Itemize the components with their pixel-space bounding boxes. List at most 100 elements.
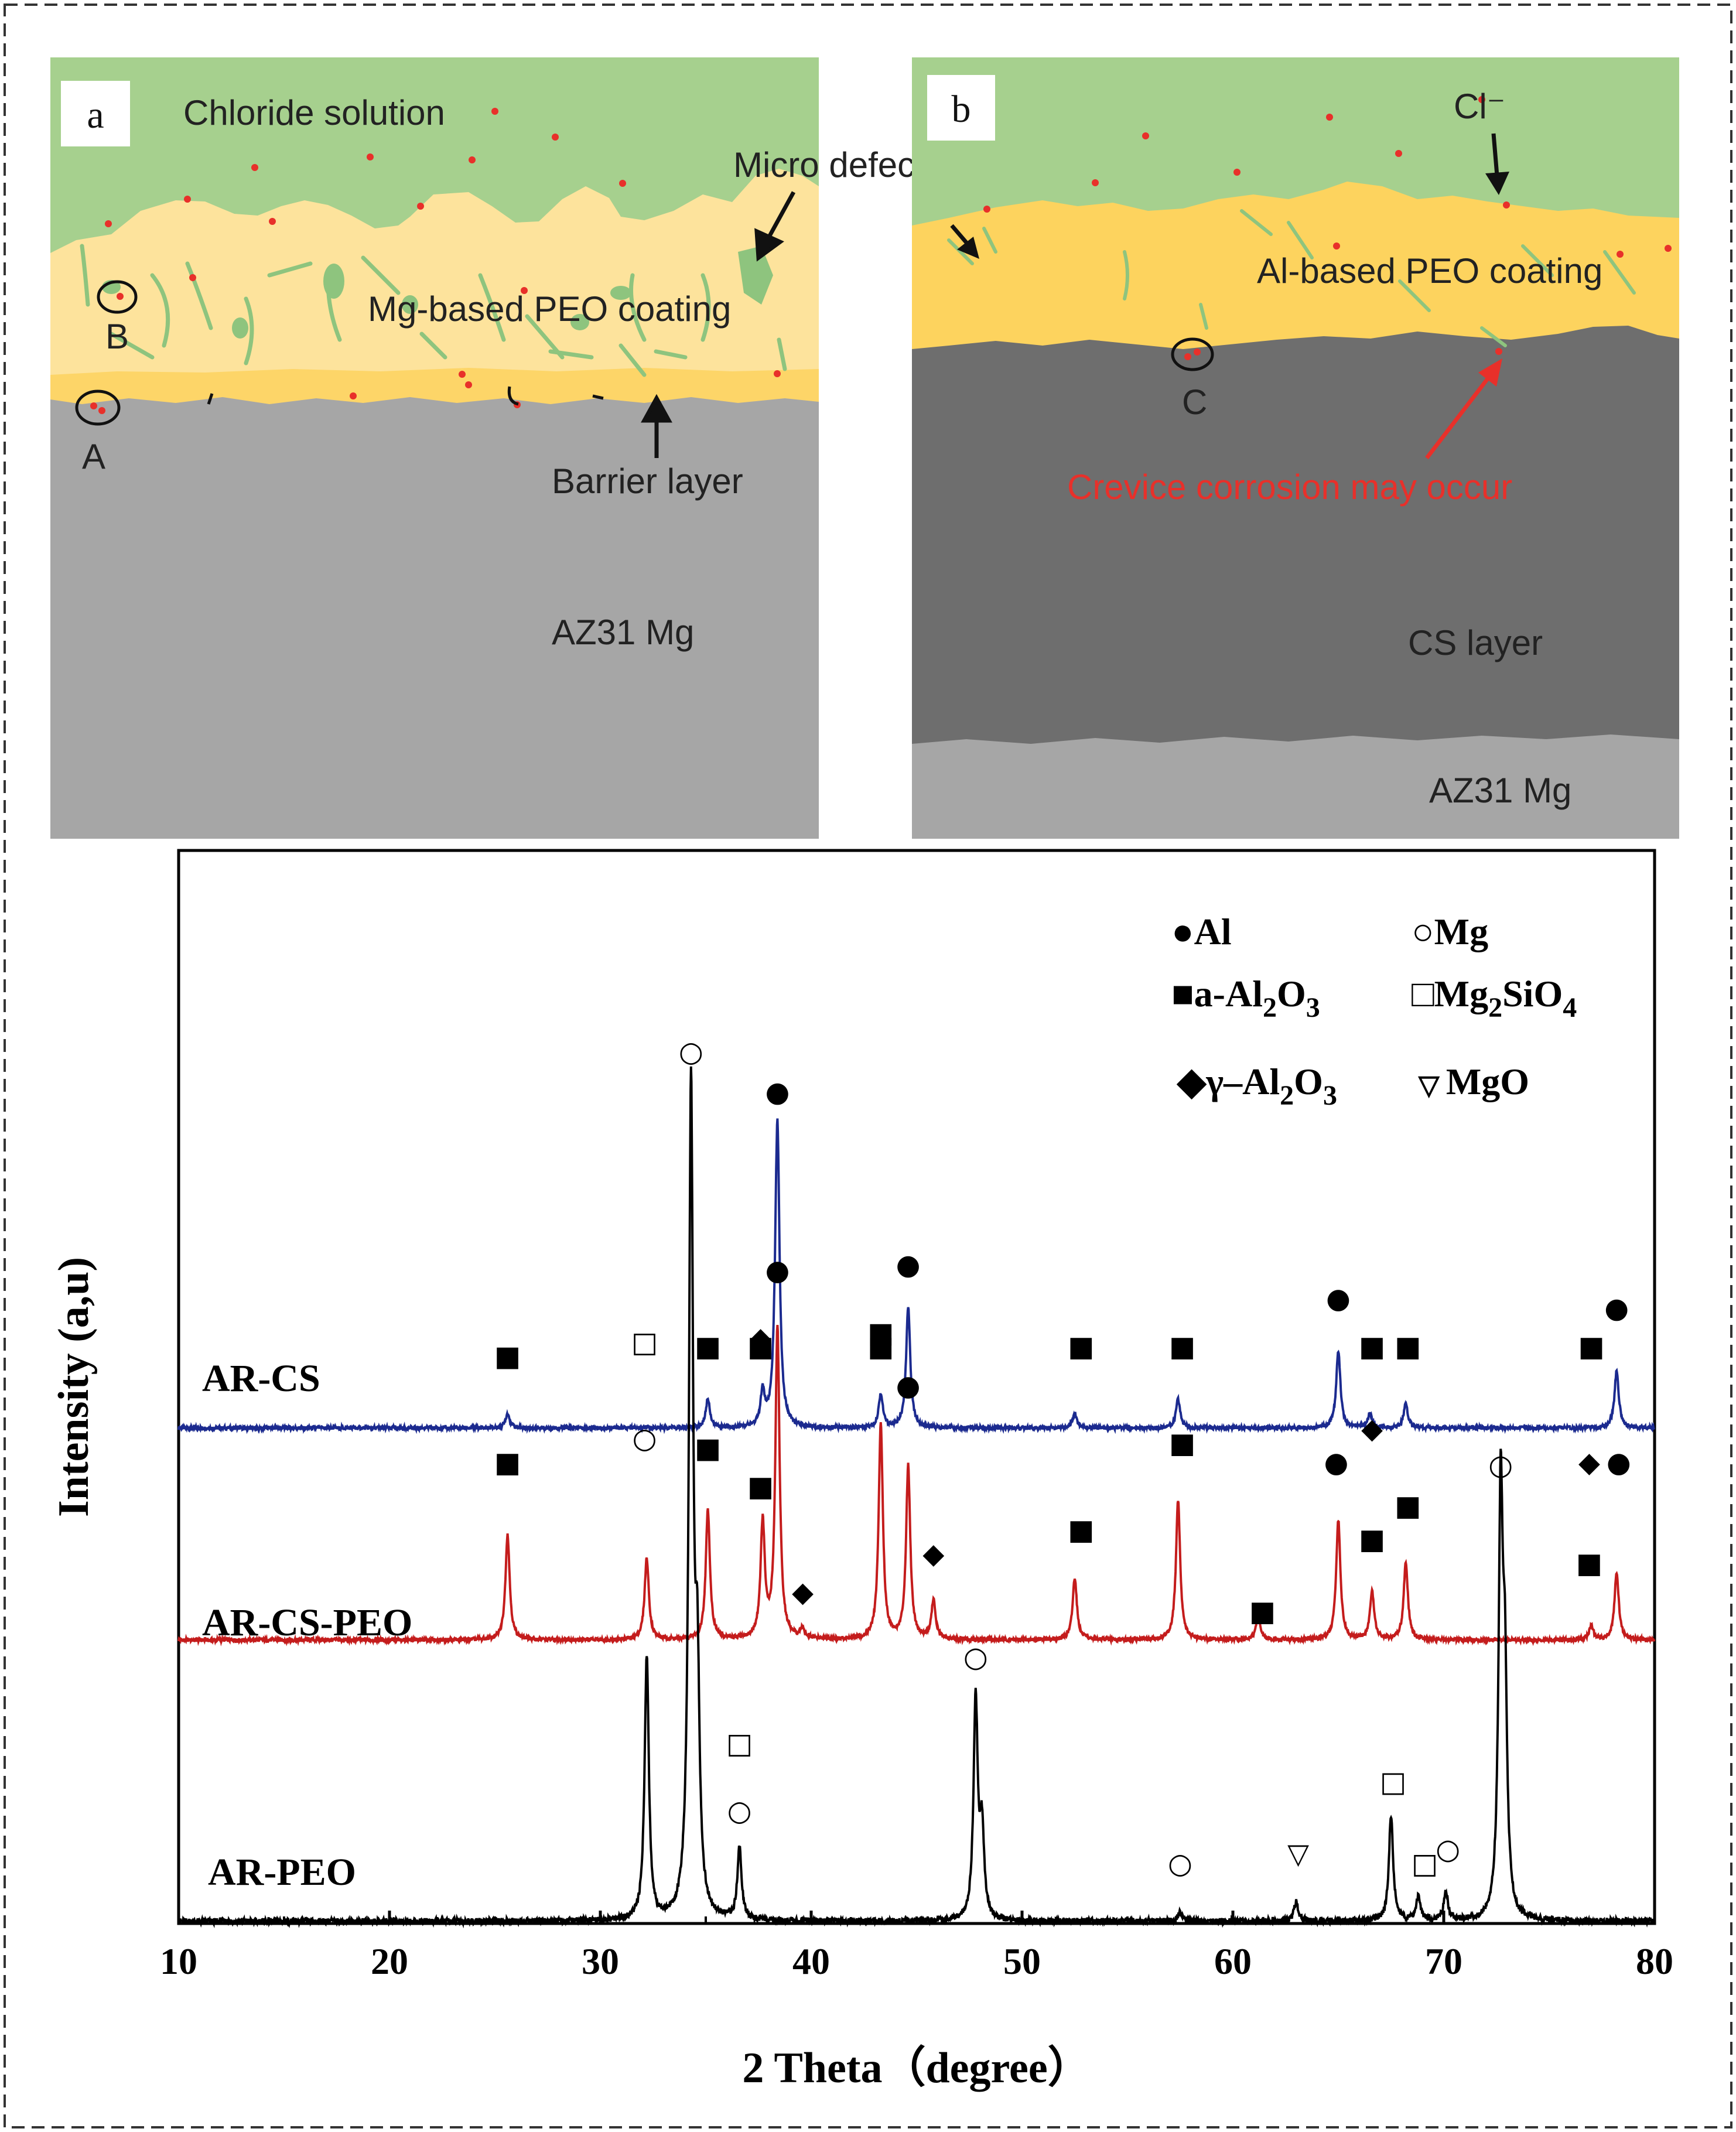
x-tick-label-20: 20 (371, 1940, 408, 1982)
panel-a-barrier-layer (50, 368, 819, 404)
x-axis-label: 2 Theta（degree） (742, 2044, 1091, 2092)
y-axis-label: Intensity (a,u) (50, 1257, 98, 1517)
panel-a-chloride-ions (90, 108, 781, 414)
panel-a-letter-box (61, 81, 130, 146)
phase-marker-ar-cs-peo-17: ■ (1395, 1489, 1421, 1522)
phase-marker-ar-cs-peo-11: ■ (1068, 1513, 1094, 1546)
phase-marker-ar-cs-11: ■ (1578, 1330, 1604, 1363)
ar-cs-peo-label: AR-CS-PEO (202, 1601, 412, 1644)
phase-marker-ar-peo-8: ○ (1436, 1833, 1460, 1866)
phase-marker-ar-cs-4: ■ (867, 1330, 894, 1363)
phase-marker-ar-cs-peo-9: ● (896, 1369, 921, 1402)
legend-gamma-al2o3: ◆γ–Al2O3 (1176, 1061, 1337, 1111)
phase-marker-ar-cs-peo-2: ○ (633, 1422, 657, 1455)
panel-b-substrate-label: AZ31 Mg (1429, 771, 1571, 810)
panel-a-substrate-label: AZ31 Mg (552, 613, 694, 652)
phase-marker-ar-cs-peo-8: ■ (867, 1317, 894, 1349)
phase-marker-ar-peo-4: ○ (1168, 1847, 1192, 1880)
phase-marker-ar-cs-2: ■ (747, 1330, 774, 1363)
phase-marker-ar-peo-3: ○ (963, 1641, 988, 1673)
legend-a-al2o3: ■a-Al2O3 (1171, 973, 1320, 1023)
site-c-circle (1171, 337, 1214, 371)
panel-b-substrate (912, 734, 1679, 839)
panel-a-coating-label: Mg-based PEO coating (368, 289, 731, 329)
panel-b-cs-layer (912, 326, 1679, 744)
phase-marker-ar-cs-peo-16: ■ (1359, 1523, 1385, 1556)
xrd-series (177, 1066, 1656, 1929)
schematic-panel-b: b Cl⁻ Al-based PEO coating C Crevice cor… (912, 57, 1679, 839)
legend-mg: ○Mg (1412, 911, 1488, 952)
panel-a-barrier-label: Barrier layer (552, 462, 743, 501)
phase-marker-ar-cs-peo-12: ■ (1169, 1427, 1195, 1460)
phase-marker-ar-cs-8: ● (1326, 1282, 1351, 1315)
phase-marker-ar-peo-5: ▽ (1287, 1838, 1309, 1871)
crevice-label: Crevice corrosion may occur (1067, 467, 1512, 507)
panel-b-micro-defects (947, 209, 1636, 347)
phase-marker-ar-cs-peo-0: ■ (494, 1446, 521, 1479)
phase-marker-ar-cs-peo-15: ◆ (1361, 1413, 1383, 1446)
x-axis-ticks: 10 20 30 40 50 60 70 80 (160, 1911, 1673, 1982)
phase-marker-ar-cs-6: ■ (1068, 1330, 1094, 1363)
phase-marker-ar-cs-peo-6: ● (765, 1254, 790, 1287)
phase-marker-ar-cs-peo-7: ◆ (792, 1576, 814, 1608)
phase-marker-ar-cs-peo-20: ● (1607, 1446, 1631, 1479)
panel-a-letter: a (87, 94, 104, 136)
ar-cs-label: AR-CS (202, 1357, 320, 1400)
phase-marker-ar-cs-peo-3: ■ (695, 1431, 721, 1464)
site-c-label: C (1182, 382, 1207, 422)
phase-marker-ar-cs-5: ● (896, 1249, 921, 1282)
series-line-ar-peo (177, 1066, 1656, 1929)
outer-dashed-frame (4, 4, 1732, 2128)
x-tick-label-50: 50 (1003, 1940, 1041, 1982)
panel-a-cracks (207, 386, 604, 406)
site-a-label: A (82, 437, 105, 476)
x-tick-label-10: 10 (160, 1940, 197, 1982)
phase-marker-ar-cs-9: ■ (1359, 1330, 1385, 1363)
phase-marker-ar-peo-2: ○ (727, 1795, 752, 1827)
phase-markers: ■ ■ ■●■●■ ■●■ ■ ■●■□○ ■◆■●◆■●◆■■■●◆■■◆■●○□○○○ ▽… (494, 1036, 1631, 1880)
panel-a-solution-label: Chloride solution (183, 93, 445, 132)
panel-a-substrate (50, 397, 819, 839)
phase-marker-ar-cs-peo-14: ● (1324, 1446, 1348, 1479)
series-line-ar-cs-peo (177, 1324, 1656, 1646)
phase-marker-ar-cs-peo-4: ◆ (750, 1321, 771, 1354)
x-tick-label-80: 80 (1636, 1940, 1673, 1982)
panel-a-defects-label: Micro defects (733, 145, 942, 184)
phase-marker-ar-peo-9: ○ (1488, 1448, 1513, 1481)
site-b-circle (97, 280, 138, 314)
panel-b-letter: b (952, 88, 971, 131)
site-b-label: B (105, 317, 129, 356)
phase-marker-ar-cs-peo-19: ■ (1576, 1547, 1602, 1580)
panel-b-coating-label: Al-based PEO coating (1257, 251, 1602, 291)
phase-marker-ar-peo-6: □ (1380, 1766, 1406, 1799)
ar-peo-label: AR-PEO (208, 1851, 356, 1894)
phase-marker-ar-cs-peo-18: ◆ (1578, 1446, 1600, 1479)
phase-marker-ar-cs-peo-10: ◆ (922, 1538, 944, 1570)
panel-a-coating (50, 169, 819, 404)
phase-marker-ar-cs-12: ● (1604, 1292, 1629, 1324)
phase-marker-ar-cs-7: ■ (1169, 1330, 1195, 1363)
phase-marker-ar-cs-3: ● (765, 1075, 790, 1108)
cs-layer-label: CS layer (1408, 623, 1543, 662)
xrd-chart: ■ ■ ■●■●■ ■●■ ■ ■●■□○ ■◆■●◆■●◆■■■●◆■■◆■●○□○○○ ▽… (50, 849, 1673, 2092)
legend-mgo: ▽ MgO (1417, 1061, 1529, 1102)
schematic-panel-a: a Chloride solution Micro defects Mg-bas… (50, 57, 942, 839)
panel-b-chloride-ions (983, 96, 1672, 360)
panel-a-arrows (641, 191, 796, 458)
legend-al: ●Al (1171, 911, 1232, 952)
phase-marker-ar-cs-peo-5: ■ (747, 1470, 774, 1503)
x-tick-label-70: 70 (1425, 1940, 1462, 1982)
phase-marker-ar-cs-peo-1: □ (631, 1326, 658, 1359)
phase-marker-ar-cs-1: ■ (695, 1330, 721, 1363)
series-line-ar-cs (177, 1118, 1656, 1434)
phase-marker-ar-cs-10: ■ (1395, 1330, 1421, 1363)
panel-b-letter-box (927, 75, 995, 141)
chloride-ion-label: Cl⁻ (1454, 87, 1505, 126)
phase-marker-ar-peo-7: □ (1412, 1847, 1438, 1880)
site-a-circle (75, 390, 121, 426)
x-tick-label-40: 40 (792, 1940, 830, 1982)
panel-b-arrows (950, 133, 1509, 460)
phase-marker-ar-cs-0: ■ (494, 1340, 521, 1372)
x-tick-label-60: 60 (1214, 1940, 1252, 1982)
